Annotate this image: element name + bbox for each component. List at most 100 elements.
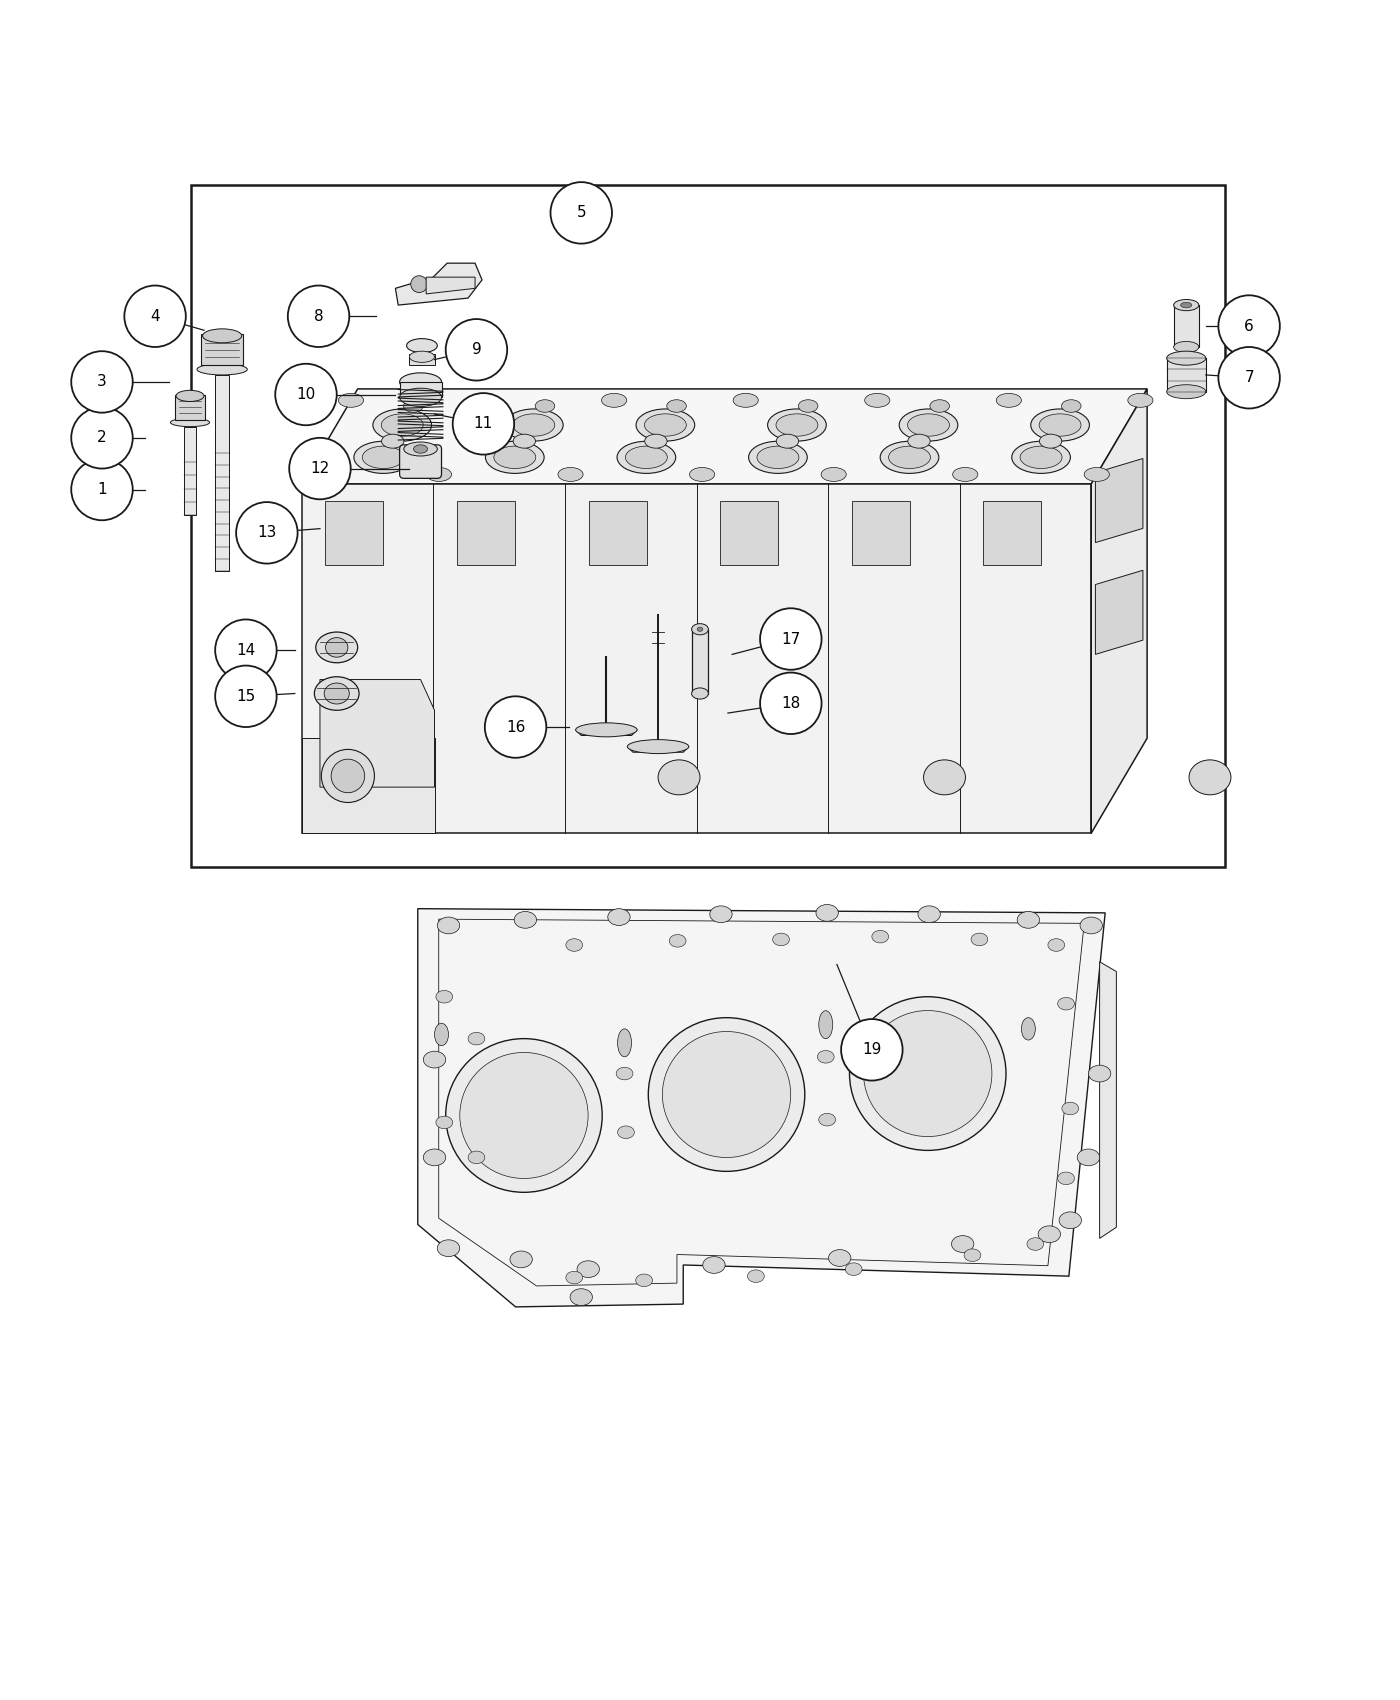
Ellipse shape [1180,303,1191,308]
Ellipse shape [435,991,452,1003]
Polygon shape [851,502,910,564]
Polygon shape [325,502,384,564]
Text: 16: 16 [505,719,525,734]
Text: 11: 11 [473,416,493,432]
Circle shape [276,364,337,425]
FancyBboxPatch shape [1173,304,1198,347]
Circle shape [760,673,822,734]
Ellipse shape [627,740,689,753]
Ellipse shape [399,388,441,406]
Polygon shape [1095,459,1142,542]
Ellipse shape [710,906,732,923]
Polygon shape [1099,962,1116,1238]
Text: 17: 17 [781,631,801,646]
Circle shape [237,502,298,564]
Ellipse shape [648,1018,805,1171]
Ellipse shape [510,1251,532,1268]
Ellipse shape [865,393,890,408]
Ellipse shape [644,434,666,449]
Text: 18: 18 [781,695,801,711]
Ellipse shape [322,750,374,802]
Ellipse shape [434,1023,448,1046]
Polygon shape [983,502,1042,564]
Ellipse shape [203,328,242,343]
Ellipse shape [403,442,437,456]
Ellipse shape [1077,1149,1099,1166]
Polygon shape [456,502,515,564]
Ellipse shape [423,1051,445,1068]
Ellipse shape [435,1117,452,1129]
Ellipse shape [514,434,535,449]
Ellipse shape [1061,1102,1078,1115]
Ellipse shape [559,468,582,481]
Ellipse shape [819,1012,833,1039]
Ellipse shape [1030,410,1089,440]
Ellipse shape [1128,393,1154,408]
Ellipse shape [881,442,939,473]
Ellipse shape [535,400,554,413]
Ellipse shape [662,1032,791,1158]
Text: 3: 3 [97,374,106,389]
Circle shape [290,439,350,500]
Ellipse shape [864,1010,993,1137]
Ellipse shape [767,410,826,440]
Circle shape [760,609,822,670]
Ellipse shape [690,468,714,481]
Ellipse shape [1166,384,1205,399]
Ellipse shape [326,638,347,658]
Ellipse shape [703,1256,725,1273]
Circle shape [452,393,514,454]
Polygon shape [302,738,434,833]
Ellipse shape [332,760,364,792]
Ellipse shape [773,933,790,945]
Ellipse shape [776,413,818,437]
Ellipse shape [608,910,630,925]
Ellipse shape [470,393,496,408]
Circle shape [484,697,546,758]
Circle shape [1218,296,1280,357]
Text: 13: 13 [258,525,277,541]
Ellipse shape [197,364,248,376]
FancyBboxPatch shape [202,335,244,366]
Ellipse shape [566,1272,582,1284]
Ellipse shape [437,1239,459,1256]
Circle shape [1218,347,1280,408]
Ellipse shape [504,410,563,440]
Ellipse shape [952,468,977,481]
Circle shape [841,1018,903,1081]
Text: 10: 10 [297,388,315,401]
Ellipse shape [566,938,582,952]
Ellipse shape [1028,1238,1044,1250]
Text: 19: 19 [862,1042,882,1057]
Ellipse shape [692,624,708,634]
Circle shape [71,459,133,520]
Ellipse shape [570,1289,592,1306]
Text: 14: 14 [237,643,256,658]
Ellipse shape [494,445,536,469]
Circle shape [125,286,186,347]
Ellipse shape [1012,442,1071,473]
Ellipse shape [816,904,839,921]
Ellipse shape [403,400,423,413]
Circle shape [445,320,507,381]
Polygon shape [395,264,482,304]
FancyBboxPatch shape [1166,359,1205,391]
Circle shape [550,182,612,243]
Ellipse shape [820,468,846,481]
Ellipse shape [846,1263,862,1275]
Ellipse shape [514,911,536,928]
FancyBboxPatch shape [185,427,196,515]
Ellipse shape [907,434,930,449]
Text: 2: 2 [97,430,106,445]
Ellipse shape [617,1028,631,1057]
Ellipse shape [1058,1212,1081,1229]
Ellipse shape [295,468,321,481]
Ellipse shape [1079,916,1102,933]
Ellipse shape [692,688,708,699]
Polygon shape [426,277,475,294]
Ellipse shape [1084,468,1109,481]
FancyBboxPatch shape [175,394,206,420]
Ellipse shape [315,677,358,711]
Ellipse shape [1189,760,1231,796]
Text: 9: 9 [472,342,482,357]
